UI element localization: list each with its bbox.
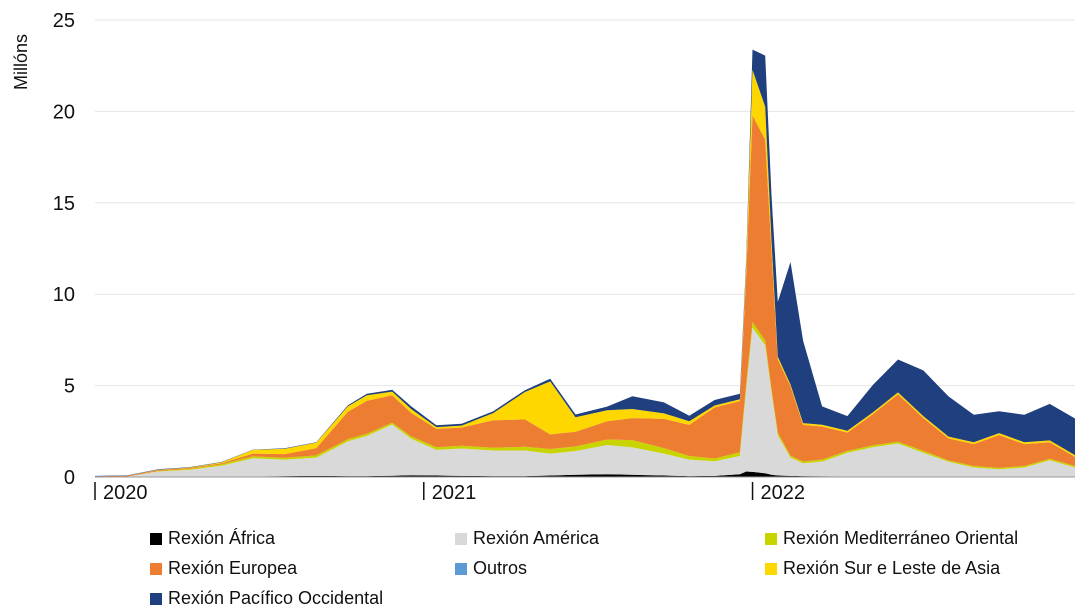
legend-item: Rexión África bbox=[150, 528, 275, 549]
legend-label: Rexión África bbox=[168, 528, 276, 548]
x-tick-label: 2021 bbox=[432, 482, 477, 504]
legend-swatch bbox=[455, 562, 467, 575]
legend-label: Rexión Sur e Leste de Asia bbox=[783, 558, 1001, 578]
gridlines bbox=[95, 19, 1075, 387]
x-tick-label: 2020 bbox=[103, 482, 148, 504]
x-tick-label: 2022 bbox=[761, 482, 806, 504]
legend-swatch bbox=[150, 592, 162, 605]
legend-swatch bbox=[765, 562, 777, 575]
series-area bbox=[95, 49, 1075, 477]
y-axis-label: Millóns bbox=[11, 34, 31, 90]
legend-label: Rexión América bbox=[473, 528, 600, 548]
legend-swatch bbox=[150, 532, 162, 545]
legend-label: Outros bbox=[473, 558, 528, 578]
legend-swatch bbox=[455, 532, 467, 545]
series-area bbox=[95, 322, 1075, 477]
legend-swatch bbox=[765, 532, 777, 545]
y-axis: 0 5 10 15 20 25 bbox=[53, 10, 75, 489]
legend-label: Rexión Europea bbox=[168, 558, 298, 578]
legend-swatch bbox=[150, 562, 162, 575]
y-tick-label: 25 bbox=[53, 10, 75, 32]
legend-item: Rexión Europea bbox=[150, 558, 297, 579]
legend-item: Rexión América bbox=[455, 528, 599, 549]
x-axis: 2020 2021 2022 bbox=[94, 476, 1075, 504]
legend-label: Rexión Pacífico Occidental bbox=[168, 588, 384, 608]
y-tick-label: 15 bbox=[53, 193, 75, 215]
y-tick-label: 5 bbox=[64, 376, 75, 398]
legend-label: Rexión Mediterráneo Oriental bbox=[783, 528, 1019, 548]
y-tick-label: 20 bbox=[53, 101, 75, 123]
legend-item: Rexión Pacífico Occidental bbox=[150, 588, 383, 609]
y-tick-label: 0 bbox=[64, 467, 75, 489]
legend-item: Rexión Mediterráneo Oriental bbox=[765, 528, 1018, 549]
series-area bbox=[95, 471, 1075, 477]
series-areas bbox=[95, 49, 1075, 477]
y-tick-label: 10 bbox=[53, 284, 75, 306]
legend-item: Outros bbox=[455, 558, 527, 579]
legend-item: Rexión Sur e Leste de Asia bbox=[765, 558, 1000, 579]
